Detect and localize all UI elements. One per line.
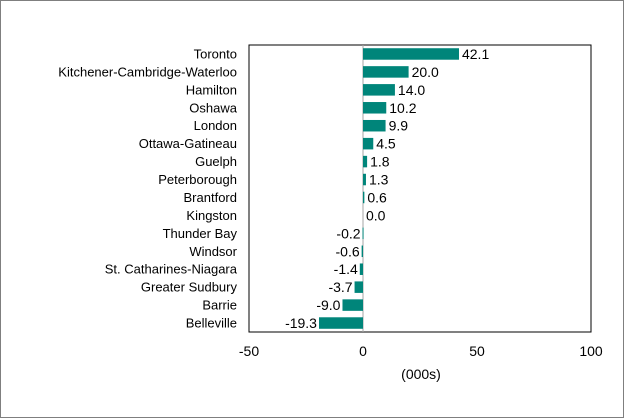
bar (359, 263, 363, 275)
category-labels-group: Toronto Kitchener-Cambridge-Waterloo Hamil… (58, 46, 237, 330)
bar-value-label: -0.2 (336, 225, 360, 241)
bar (363, 119, 386, 132)
bar (363, 173, 366, 186)
bar-value-label: 4.5 (376, 136, 396, 152)
bar (363, 84, 395, 96)
bar-value-label: 14.0 (398, 82, 425, 98)
bar (362, 227, 364, 240)
category-label: Windsor (189, 244, 237, 259)
category-label: Belleville (186, 316, 237, 331)
bar-value-label: -0.6 (336, 243, 360, 259)
category-label: Kitchener-Cambridge-Waterloo (58, 64, 237, 79)
bar (363, 155, 368, 168)
category-label: Brantford (184, 190, 237, 205)
x-tick-label: 0 (359, 343, 367, 359)
bar (354, 281, 363, 293)
category-label: Toronto (194, 46, 237, 61)
bar-value-label: 42.1 (462, 46, 489, 62)
bar-value-label: 0.0 (366, 207, 386, 223)
x-axis-ticks-group: -50 0 50 100 (239, 343, 603, 359)
plot-area: 42.1 20.0 14.0 10.2 9.9 4.5 1.8 1.30.6 0.0 -0.2 -0… (248, 44, 592, 333)
category-label: London (194, 118, 237, 133)
bar-value-label: 10.2 (389, 100, 416, 116)
bar-value-label: 1.8 (370, 154, 390, 170)
x-tick-label: -50 (239, 343, 259, 359)
bar (363, 48, 459, 60)
bar-value-label: 0.6 (367, 189, 387, 205)
bar-value-label: -9.0 (316, 297, 340, 313)
category-label: Hamilton (186, 82, 237, 97)
value-labels-group: 42.1 20.0 14.0 10.2 9.9 4.5 1.8 1.30.6 0.0 -0.2 -0… (285, 46, 489, 331)
category-label: Peterborough (158, 172, 237, 187)
plot-background (248, 44, 592, 333)
bar (363, 191, 365, 204)
category-label: Thunder Bay (163, 226, 238, 241)
bar-value-label: -3.7 (328, 279, 352, 295)
category-label: Guelph (195, 154, 237, 169)
category-label: Oshawa (189, 100, 237, 115)
category-label: St. Catharines-Niagara (105, 262, 238, 277)
bar-value-label: 1.3 (369, 172, 389, 188)
category-label: Kingston (186, 208, 237, 223)
x-tick-label: 50 (469, 343, 485, 359)
category-label: Barrie (202, 298, 237, 313)
bar-value-label: 9.9 (389, 118, 409, 134)
bar-value-label: -19.3 (285, 315, 317, 331)
x-axis-title: (000s) (401, 366, 441, 382)
bar (342, 299, 363, 311)
bar (363, 66, 409, 78)
bar (318, 317, 363, 329)
bar (363, 102, 387, 114)
category-label: Greater Sudbury (141, 280, 238, 295)
bar (361, 245, 363, 258)
bars-group (318, 48, 459, 329)
bar (363, 137, 374, 150)
x-tick-label: 100 (579, 343, 603, 359)
bar-value-label: 20.0 (412, 64, 439, 80)
bar-value-label: -1.4 (334, 261, 358, 277)
category-label: Ottawa-Gatineau (139, 136, 237, 151)
